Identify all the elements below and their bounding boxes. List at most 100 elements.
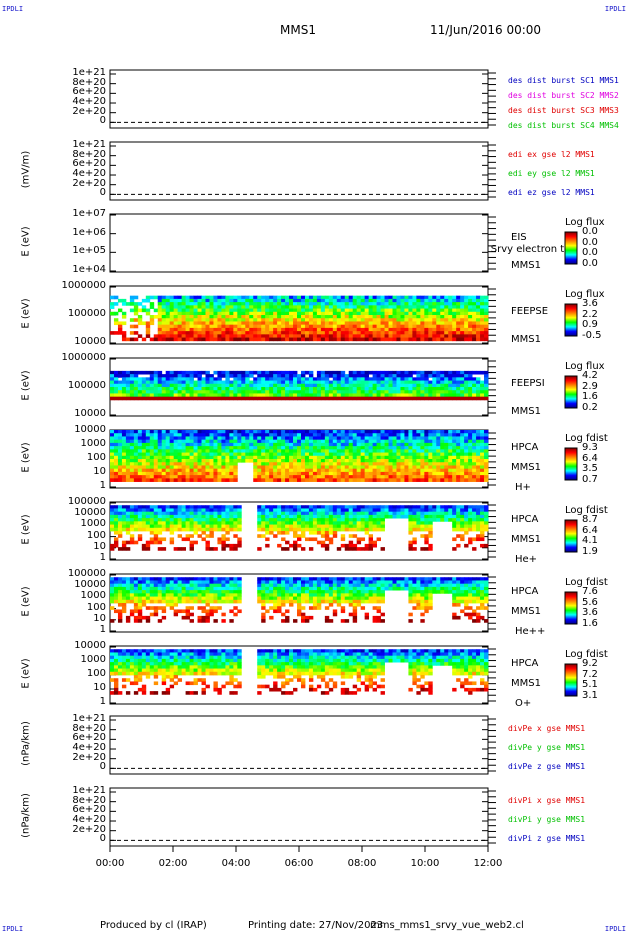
heatmap-cell (273, 475, 278, 479)
heatmap-cell (468, 334, 473, 338)
heatmap-cell (336, 334, 342, 338)
heatmap-cell (197, 455, 202, 460)
heatmap-cell (261, 436, 266, 441)
heatmap-cell (113, 505, 119, 509)
heatmap-cell (424, 327, 429, 332)
heatmap-cell (400, 380, 405, 385)
heatmap-cell (249, 370, 254, 375)
heatmap-cell (308, 518, 314, 522)
heatmap-cell (277, 459, 282, 463)
heatmap-cell (328, 449, 334, 453)
heatmap-cell (285, 377, 290, 381)
heatmap-cell (356, 331, 362, 335)
heatmap-cell (269, 377, 274, 381)
heatmap-cell (253, 377, 258, 381)
heatmap-cell (141, 308, 147, 313)
heatmap-cell (388, 468, 393, 473)
heatmap-cell (364, 531, 370, 535)
heatmap-cell (153, 586, 159, 591)
heatmap-cell (257, 459, 262, 463)
heatmap-cell (332, 327, 338, 332)
heatmap-cell (173, 590, 179, 594)
heatmap-cell (372, 433, 377, 437)
heatmap-cell (392, 327, 397, 332)
heatmap-cell (145, 619, 151, 623)
heatmap-cell (432, 318, 437, 322)
heatmap-cell (229, 455, 234, 460)
heatmap-cell (344, 390, 350, 394)
heatmap-cell (153, 524, 159, 529)
heatmap-cell (273, 337, 278, 342)
heatmap-cell (205, 370, 210, 375)
heatmap-cell (225, 327, 230, 332)
heatmap-cell (380, 455, 385, 460)
heatmap-cell (344, 524, 350, 529)
heatmap-cell (209, 475, 214, 479)
heatmap-cell (312, 295, 318, 300)
heatmap-cell (308, 511, 314, 516)
heatmap-cell (277, 324, 282, 329)
heatmap-cell (285, 387, 290, 391)
heatmap-cell (173, 311, 179, 316)
heatmap-cell (113, 295, 119, 300)
heatmap-cell (340, 442, 346, 447)
heatmap-cell (253, 455, 258, 460)
heatmap-cell (113, 511, 119, 516)
heatmap-cell (205, 436, 210, 441)
heatmap-cell (404, 302, 409, 306)
heatmap-cell (185, 599, 190, 604)
heatmap-cell (360, 471, 366, 476)
heatmap-cell (372, 462, 377, 466)
heatmap-cell (324, 331, 330, 335)
heatmap-cell (468, 537, 473, 542)
heatmap-cell (300, 527, 306, 532)
heatmap-cell (169, 580, 175, 585)
heatmap-cell (356, 302, 362, 306)
heatmap-cell (340, 302, 346, 306)
heatmap-cell (456, 334, 461, 338)
heatmap-cell (289, 298, 294, 303)
heatmap-cell (257, 455, 262, 460)
heatmap-cell (281, 311, 286, 316)
heatmap-cell (141, 583, 147, 588)
heatmap-cell (372, 455, 377, 460)
heatmap-cell (177, 524, 183, 529)
heatmap-cell (265, 475, 270, 479)
heatmap-cell (129, 508, 135, 513)
heatmap-cell (360, 295, 366, 300)
heatmap-cell (356, 305, 362, 309)
heatmap-cell (229, 305, 234, 309)
heatmap-cell (241, 442, 246, 447)
heatmap-cell (300, 377, 306, 381)
heatmap-cell (133, 583, 139, 588)
heatmap-cell (121, 547, 127, 551)
heatmap-cell (464, 318, 469, 322)
heatmap-cell (225, 321, 230, 326)
heatmap-cell (352, 462, 358, 466)
heatmap-cell (432, 514, 437, 519)
heatmap-cell (133, 380, 139, 385)
heatmap-cell (225, 514, 230, 519)
y-tick-label: 1000000 (61, 352, 106, 363)
heatmap-cell (380, 446, 385, 450)
heatmap-cell (376, 462, 381, 466)
heatmap-cell (197, 446, 202, 450)
heatmap-cell (177, 459, 183, 463)
heatmap-cell (181, 436, 186, 441)
heatmap-cell (277, 462, 282, 466)
heatmap-cell (336, 508, 342, 513)
heatmap-cell (297, 318, 302, 322)
heatmap-cell (113, 518, 119, 522)
heatmap-cell (121, 436, 127, 441)
heatmap-cell (328, 455, 334, 460)
heatmap-cell (392, 449, 397, 453)
heatmap-cell (277, 331, 282, 335)
heatmap-cell (456, 321, 461, 326)
heatmap-cell (233, 430, 238, 434)
heatmap-cell (456, 383, 461, 388)
heatmap-cell (304, 505, 310, 509)
heatmap-cell (201, 324, 206, 329)
heatmap-cell (328, 465, 334, 470)
heatmap-cell (229, 471, 234, 476)
heatmap-cell (336, 527, 342, 532)
